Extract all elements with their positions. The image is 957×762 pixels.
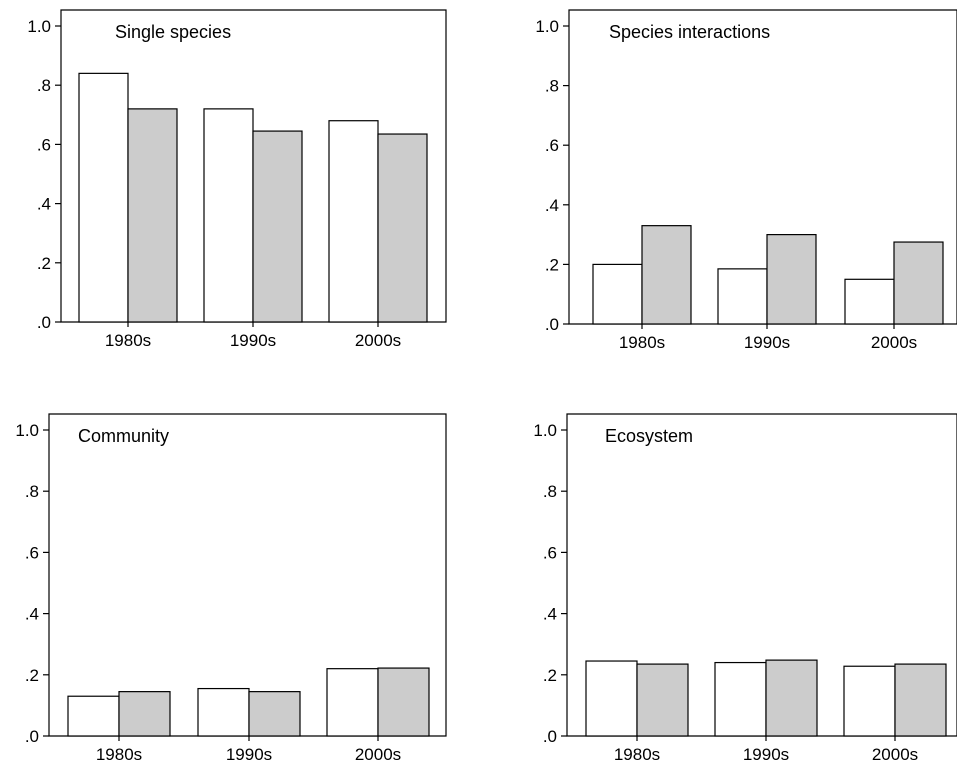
bar-1990s-series-1 — [714, 661, 767, 737]
x-category-label: 2000s — [872, 745, 918, 762]
bar-1980s-series-1 — [67, 695, 120, 737]
bar-1990s-series-2 — [765, 659, 818, 737]
y-tick-label: .0 — [543, 727, 557, 746]
x-category-label: 1980s — [96, 745, 142, 762]
plot-frame — [568, 9, 957, 325]
bar-1990s-series-1 — [717, 268, 768, 325]
bar-2000s-series-2 — [893, 241, 944, 325]
y-tick-label: .4 — [37, 195, 51, 214]
y-tick-label: .2 — [545, 255, 559, 274]
y-tick-label: .0 — [545, 315, 559, 334]
bar-1980s-series-1 — [78, 72, 129, 323]
x-category-label: 2000s — [355, 745, 401, 762]
y-tick-label: .2 — [25, 666, 39, 685]
y-tick-label: .0 — [25, 727, 39, 746]
y-tick-label: 1.0 — [533, 421, 557, 440]
bar-2000s-series-2 — [377, 667, 430, 737]
bar-1990s-series-2 — [248, 691, 301, 737]
y-tick-label: 1.0 — [535, 17, 559, 36]
bar-1990s-series-1 — [197, 687, 250, 737]
panel-title: Ecosystem — [605, 426, 693, 446]
x-category-label: 2000s — [871, 333, 917, 352]
bar-2000s-series-1 — [844, 278, 895, 325]
x-category-label: 1990s — [744, 333, 790, 352]
bar-1990s-series-1 — [203, 108, 254, 323]
y-tick-label: 1.0 — [27, 17, 51, 36]
bar-2000s-series-1 — [843, 665, 896, 737]
y-tick-label: .6 — [25, 543, 39, 562]
panel-title: Community — [78, 426, 169, 446]
chart-panel-4: .0 .2 .4 .6 .8 1.0 1980s 1990s 2000s Ecosystem — [533, 413, 957, 762]
plot-frame — [60, 9, 447, 323]
chart-panel-1: .0 .2 .4 .6 .8 1.0 1980s 1990s 2000s Single speci… — [27, 9, 447, 350]
bar-1980s-series-2 — [127, 108, 178, 323]
chart-panel-2: .0 .2 .4 .6 .8 1.0 1980s 1990s 2000s Species inte… — [535, 9, 957, 352]
y-tick-label: .4 — [25, 605, 39, 624]
panel-title: Species interactions — [609, 22, 770, 42]
x-category-label: 1980s — [614, 745, 660, 762]
plot-frame — [566, 413, 957, 737]
y-tick-label: .8 — [545, 77, 559, 96]
bar-2000s-series-1 — [328, 120, 379, 323]
y-tick-label: .6 — [545, 136, 559, 155]
bar-1980s-series-1 — [585, 660, 638, 737]
y-tick-label: 1.0 — [15, 421, 39, 440]
y-tick-label: .4 — [545, 196, 559, 215]
bar-2000s-series-2 — [377, 133, 428, 323]
x-category-label: 1990s — [226, 745, 272, 762]
bar-1980s-series-2 — [641, 225, 692, 325]
panel-title: Single species — [115, 22, 231, 42]
y-tick-label: .8 — [37, 76, 51, 95]
x-category-label: 1980s — [619, 333, 665, 352]
bar-2000s-series-1 — [326, 668, 379, 737]
y-tick-label: .6 — [543, 543, 557, 562]
y-tick-label: .8 — [25, 482, 39, 501]
bar-1990s-series-2 — [252, 130, 303, 323]
bar-1990s-series-2 — [766, 234, 817, 325]
plot-frame — [48, 413, 447, 737]
x-category-label: 1990s — [230, 331, 276, 350]
y-tick-label: .0 — [37, 313, 51, 332]
chart-panel-3: .0 .2 .4 .6 .8 1.0 1980s 1990s 2000s Community — [15, 413, 447, 762]
x-category-label: 1980s — [105, 331, 151, 350]
x-category-label: 1990s — [743, 745, 789, 762]
bar-2000s-series-2 — [894, 663, 947, 737]
y-tick-label: .2 — [37, 254, 51, 273]
y-tick-label: .6 — [37, 135, 51, 154]
bar-1980s-series-1 — [592, 263, 643, 325]
y-tick-label: .2 — [543, 666, 557, 685]
bar-1980s-series-2 — [118, 691, 171, 737]
y-tick-label: .4 — [543, 605, 557, 624]
x-category-label: 2000s — [355, 331, 401, 350]
y-tick-label: .8 — [543, 482, 557, 501]
bar-1980s-series-2 — [636, 663, 689, 737]
